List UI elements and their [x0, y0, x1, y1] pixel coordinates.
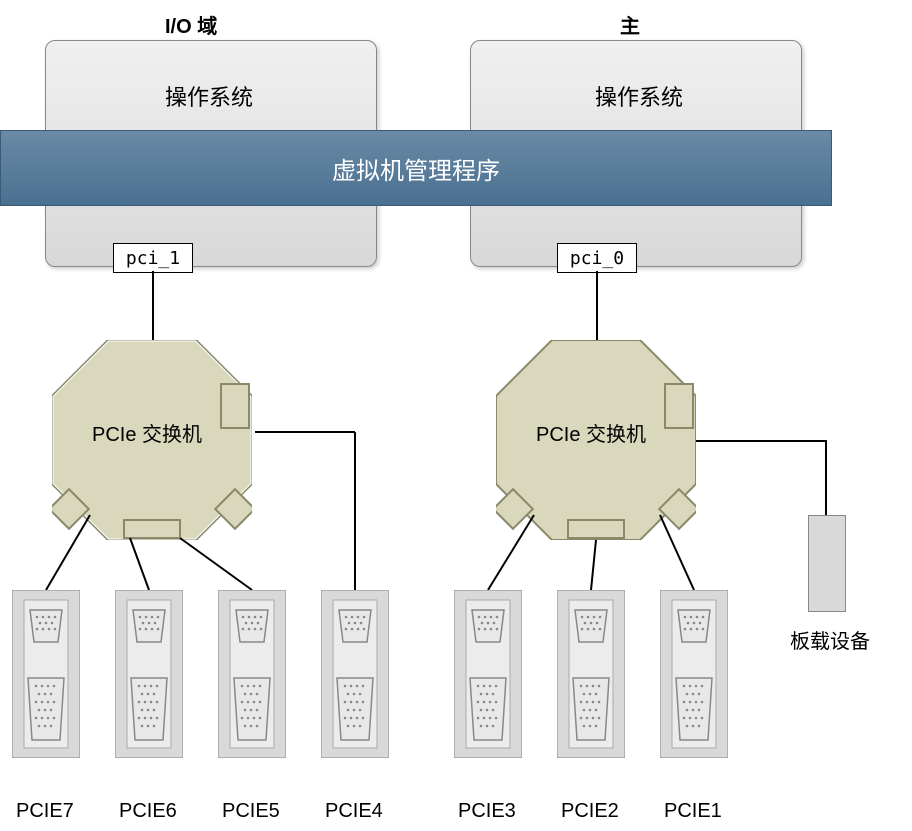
pcie-card-7 — [12, 590, 80, 758]
switch-label-right: PCIe 交换机 — [536, 418, 646, 447]
pcie-card-1 — [660, 590, 728, 758]
os-label-left: 操作系统 — [165, 80, 253, 112]
pcie-card-3 — [454, 590, 522, 758]
onboard-label: 板载设备 — [790, 625, 870, 654]
pci-box-right: pci_0 — [557, 243, 637, 273]
pcie-card-6 — [115, 590, 183, 758]
onboard-device — [808, 515, 846, 612]
pcie-card-2 — [557, 590, 625, 758]
pcie-card-4 — [321, 590, 389, 758]
pcie-label-1: PCIE1 — [664, 800, 722, 823]
line-switch-onboard-h — [696, 440, 826, 442]
domain-title-right: 主 — [620, 10, 640, 39]
pcie-label-3: PCIE3 — [458, 800, 516, 823]
line-domain-switch-right — [596, 271, 598, 340]
hypervisor-bar: 虚拟机管理程序 — [0, 130, 832, 206]
pcie-label-4: PCIE4 — [325, 800, 383, 823]
line-domain-switch-left — [152, 271, 154, 340]
os-label-right: 操作系统 — [595, 80, 683, 112]
switch-label-left: PCIe 交换机 — [92, 418, 202, 447]
pcie-card-5 — [218, 590, 286, 758]
domain-title-left: I/O 域 — [165, 10, 217, 39]
pci-right-label: pci_0 — [570, 248, 624, 269]
line-switch-onboard-v — [825, 440, 827, 515]
pci-box-left: pci_1 — [113, 243, 193, 273]
pcie-label-7: PCIE7 — [16, 800, 74, 823]
hypervisor-label: 虚拟机管理程序 — [332, 151, 500, 186]
pcie-label-5: PCIE5 — [222, 800, 280, 823]
pci-left-label: pci_1 — [126, 248, 180, 269]
pcie-label-6: PCIE6 — [119, 800, 177, 823]
pcie-label-2: PCIE2 — [561, 800, 619, 823]
